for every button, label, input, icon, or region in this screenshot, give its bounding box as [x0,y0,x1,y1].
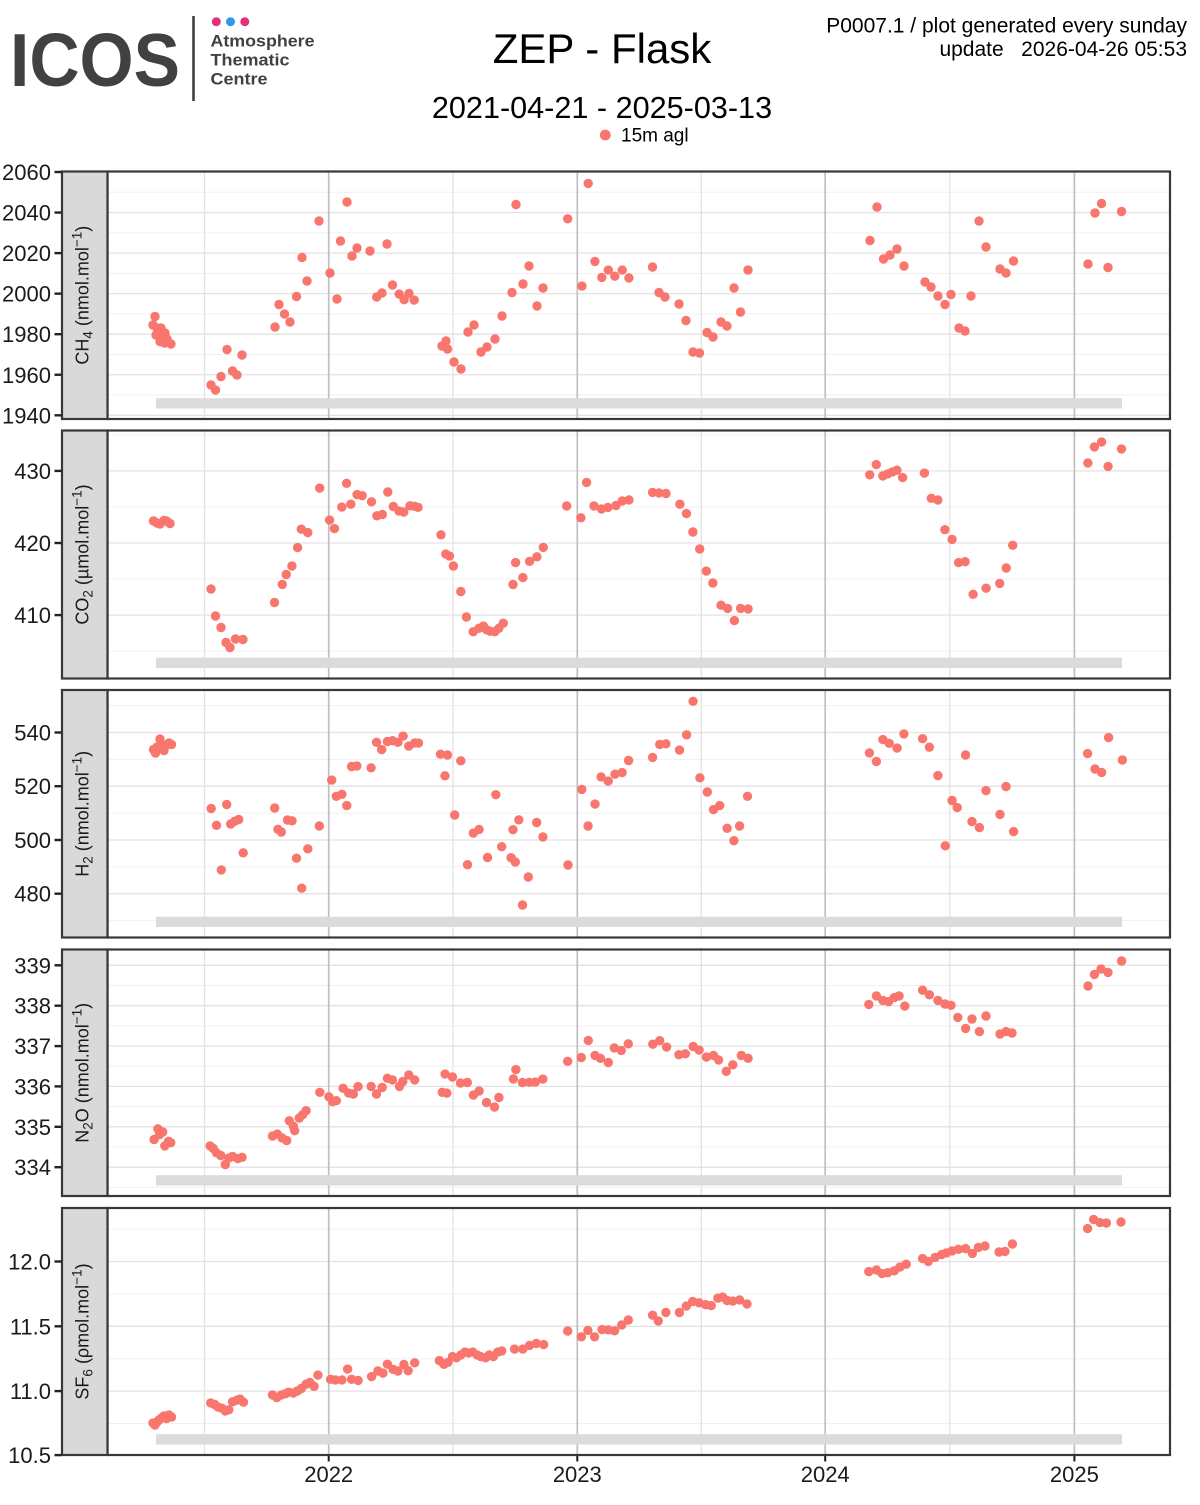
svg-text:1980: 1980 [2,322,51,347]
svg-text:CH4 (nmol.mol−1): CH4 (nmol.mol−1) [69,226,95,365]
svg-text:1960: 1960 [2,363,51,388]
svg-text:2060: 2060 [2,160,51,185]
svg-text:480: 480 [14,882,51,907]
svg-text:ICOS: ICOS [10,18,180,102]
svg-text:430: 430 [14,459,51,484]
svg-text:2000: 2000 [2,282,51,307]
svg-text:336: 336 [14,1074,51,1099]
svg-text:2020: 2020 [2,241,51,266]
svg-text:420: 420 [14,531,51,556]
svg-text:335: 335 [14,1115,51,1140]
svg-text:10.5: 10.5 [8,1443,51,1468]
svg-text:11.5: 11.5 [10,1314,51,1339]
svg-text:1940: 1940 [2,403,51,428]
svg-text:334: 334 [14,1155,51,1180]
svg-text:H2 (nmol.mol−1): H2 (nmol.mol−1) [69,751,95,877]
svg-text:2025: 2025 [1050,1462,1099,1487]
svg-text:12.0: 12.0 [8,1250,51,1275]
svg-text:P0007.1 / plot generated every: P0007.1 / plot generated every sunday [826,15,1187,38]
svg-text:520: 520 [14,774,51,799]
svg-text:11.0: 11.0 [10,1379,51,1404]
svg-text:338: 338 [14,994,51,1019]
svg-text:2021-04-21 - 2025-03-13: 2021-04-21 - 2025-03-13 [432,91,772,125]
svg-text:Thematic: Thematic [211,52,290,70]
svg-text:410: 410 [14,603,51,628]
svg-text:ZEP - Flask: ZEP - Flask [493,25,713,72]
svg-text:N2O (nmol.mol−1): N2O (nmol.mol−1) [69,1003,95,1143]
svg-text:Centre: Centre [211,71,268,89]
svg-text:337: 337 [14,1034,51,1059]
svg-text:339: 339 [14,953,51,978]
svg-text:540: 540 [14,721,51,746]
svg-text:Atmosphere: Atmosphere [211,33,315,51]
svg-text:2040: 2040 [2,201,51,226]
svg-text:CO2 (µmol.mol−1): CO2 (µmol.mol−1) [69,484,95,624]
svg-text:SF6 (ρmol.mol−1): SF6 (ρmol.mol−1) [69,1263,95,1399]
svg-text:2023: 2023 [553,1462,602,1487]
svg-text:2024: 2024 [801,1462,850,1487]
svg-text:2022: 2022 [304,1462,353,1487]
svg-text:500: 500 [14,828,51,853]
svg-text:update 2026-04-26 05:53: update 2026-04-26 05:53 [939,38,1187,61]
svg-text:15m agl: 15m agl [621,126,689,147]
